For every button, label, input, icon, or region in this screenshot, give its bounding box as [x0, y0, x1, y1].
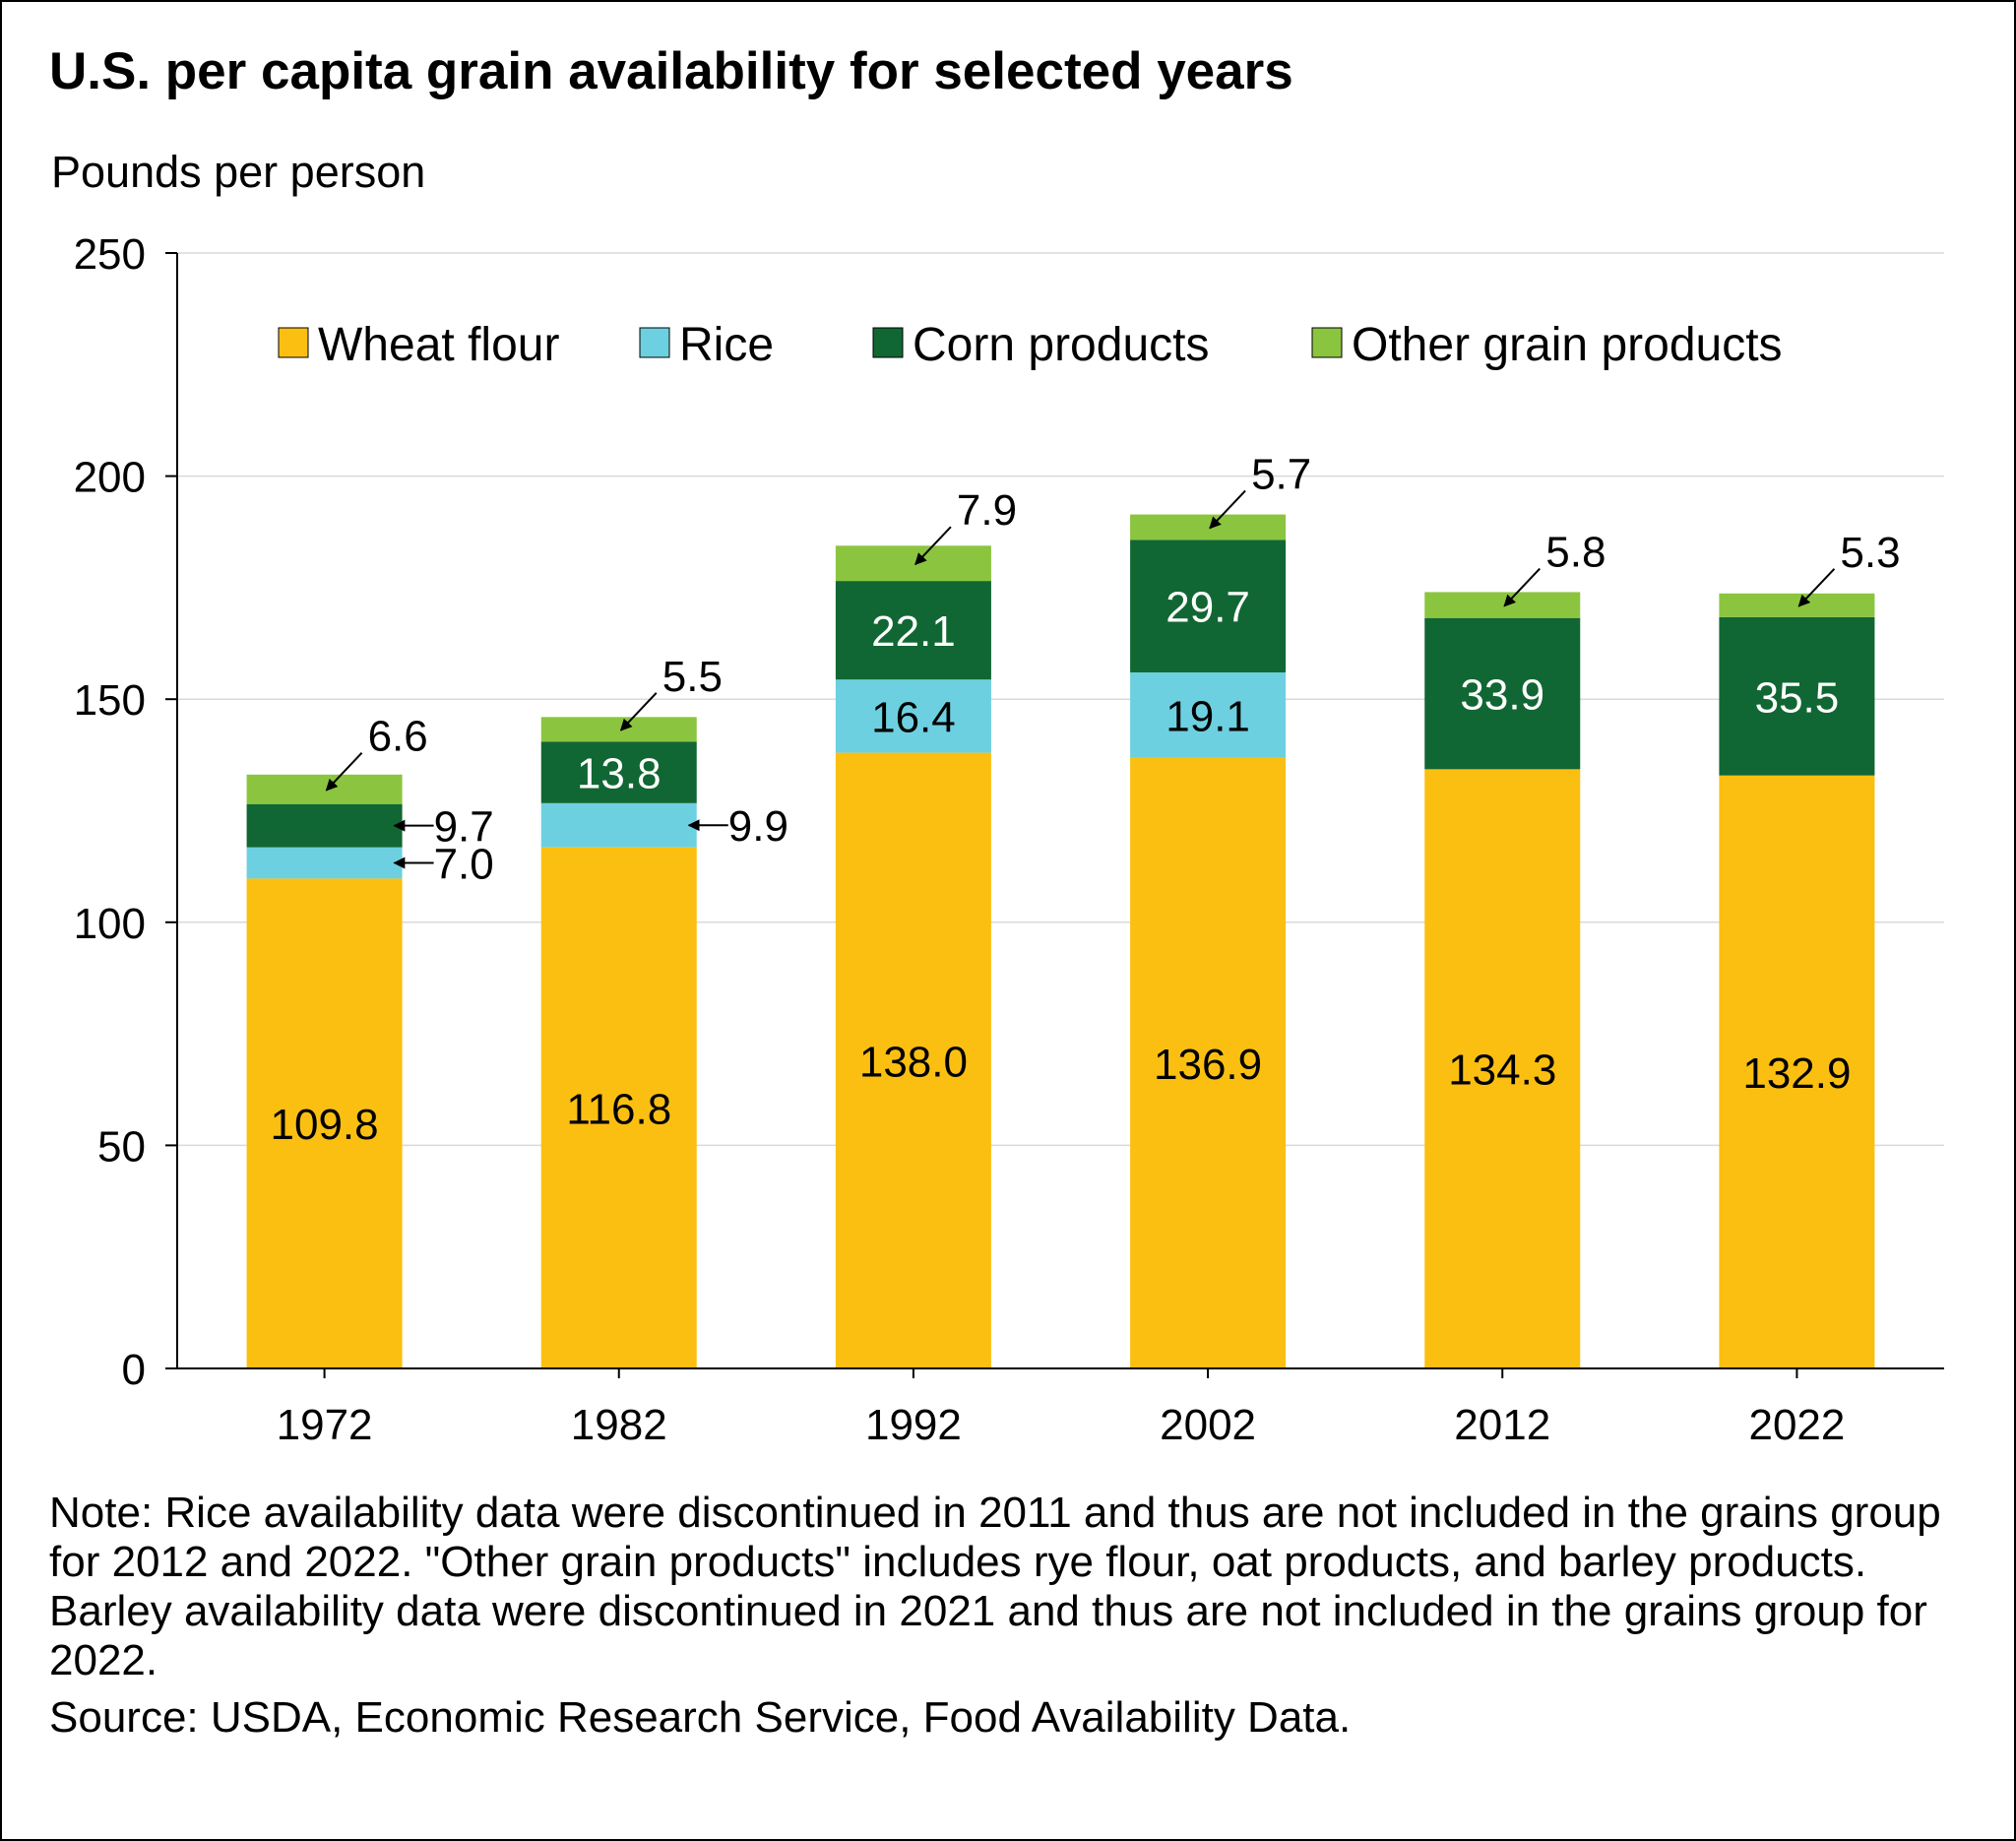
- bar-segment: [835, 679, 991, 753]
- bar-segment: [1424, 592, 1581, 618]
- bar-segment: [540, 847, 697, 1368]
- bar-segment: [246, 774, 403, 804]
- data-label: 35.5: [1755, 673, 1840, 722]
- bar-segment: [540, 717, 697, 742]
- bar-segment: [1719, 593, 1875, 617]
- data-label: 109.8: [271, 1101, 379, 1149]
- legend-label: Rice: [679, 319, 774, 371]
- data-label: 5.8: [1545, 529, 1606, 577]
- axes: 0 50 100 150 200 250 1972 1982 1992 2002 2012 2022: [74, 230, 1944, 1449]
- x-tick-label: 1972: [277, 1401, 373, 1449]
- data-label: 7.0: [434, 841, 494, 889]
- data-label: 7.9: [957, 486, 1017, 535]
- y-tick-label: 100: [74, 900, 146, 948]
- bar-segment: [835, 581, 991, 680]
- bar-segment: [1130, 540, 1287, 673]
- x-tick-label: 2022: [1748, 1401, 1845, 1449]
- data-label: 13.8: [577, 750, 662, 798]
- callout-arrow: [325, 752, 363, 792]
- data-label: 9.7: [434, 803, 494, 852]
- callout-arrow: [1797, 568, 1836, 607]
- y-tick-label: 250: [74, 230, 146, 279]
- x-tick-label: 2012: [1454, 1401, 1550, 1449]
- legend-label: Other grain products: [1352, 319, 1783, 371]
- y-tick-label: 0: [122, 1346, 146, 1394]
- data-label: 5.7: [1251, 450, 1311, 498]
- bar-segment: [1424, 617, 1581, 770]
- x-tick-label: 2002: [1160, 1401, 1256, 1449]
- bar-segment: [246, 847, 403, 879]
- chart-notes: Note: Rice availability data were discon…: [49, 1489, 1988, 1743]
- callout-arrow: [619, 692, 658, 731]
- data-label: 16.4: [871, 693, 956, 741]
- stacked-bar-chart: Pounds per person 0 50 100 150 200 250 1972 198…: [51, 147, 1944, 1449]
- legend-swatch: [278, 327, 309, 358]
- legend-label: Wheat flour: [318, 319, 559, 371]
- data-labels: 109.8 7.09.76.6 116.8 9.9 13.8 5.5 138.0 16.4 22…: [271, 450, 1901, 1149]
- bar-segment: [246, 803, 403, 848]
- data-label: 29.7: [1166, 584, 1250, 632]
- legend-label: Corn products: [913, 319, 1209, 371]
- data-label: 136.9: [1154, 1041, 1262, 1089]
- gridlines: [177, 252, 1944, 1147]
- y-axis-title: Pounds per person: [51, 147, 425, 197]
- bar-segment: [1719, 775, 1875, 1368]
- bar-segment: [1130, 672, 1287, 758]
- data-label: 33.9: [1460, 671, 1544, 720]
- y-tick-label: 50: [97, 1122, 146, 1171]
- bar-segment: [1719, 616, 1875, 776]
- bar-segment: [835, 545, 991, 582]
- bar-segment: [246, 878, 403, 1368]
- callout-arrow: [914, 526, 952, 566]
- bar-segment: [835, 752, 991, 1368]
- y-tick-label: 150: [74, 676, 146, 725]
- note-text: Note: Rice availability data were discon…: [49, 1489, 1941, 1684]
- x-tick-label: 1992: [865, 1401, 962, 1449]
- legend-swatch: [872, 327, 904, 358]
- bar-segment: [1424, 769, 1581, 1368]
- data-label: 6.6: [368, 713, 428, 761]
- source-text: Source: USDA, Economic Research Service,…: [49, 1693, 1352, 1742]
- callout-arrow: [1503, 567, 1541, 607]
- bar-segment: [1130, 757, 1287, 1368]
- bar-segment: [1130, 514, 1287, 540]
- data-label: 9.9: [728, 802, 788, 851]
- legend-swatch: [639, 327, 670, 358]
- data-label: 5.5: [662, 653, 723, 701]
- data-label: 19.1: [1166, 692, 1250, 740]
- bars: [246, 514, 1875, 1368]
- data-label: 138.0: [859, 1038, 968, 1086]
- data-label: 5.3: [1840, 529, 1900, 577]
- y-tick-label: 200: [74, 454, 146, 502]
- legend: Wheat flour Rice Corn products Other grain …: [278, 319, 1783, 371]
- callout-arrow: [1209, 489, 1246, 530]
- data-label: 134.3: [1448, 1047, 1556, 1095]
- bar-segment: [540, 741, 697, 803]
- data-label: 116.8: [566, 1085, 671, 1133]
- legend-swatch: [1311, 327, 1343, 358]
- x-tick-label: 1982: [571, 1401, 667, 1449]
- chart-title: U.S. per capita grain availability for s…: [49, 42, 1293, 100]
- data-label: 132.9: [1742, 1049, 1851, 1098]
- bar-segment: [540, 802, 697, 848]
- data-label: 22.1: [871, 607, 956, 656]
